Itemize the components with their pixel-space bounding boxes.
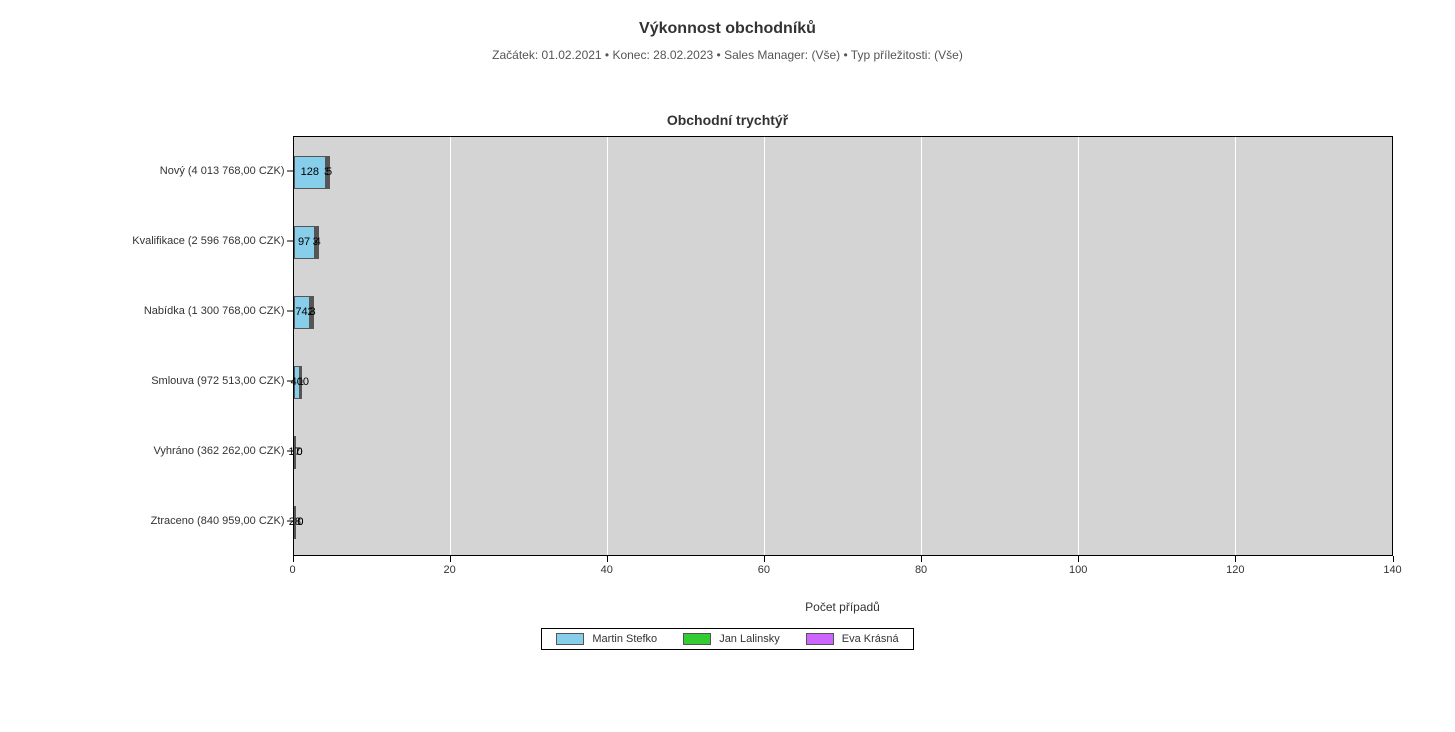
x-tick <box>921 556 922 562</box>
gridline <box>450 137 451 555</box>
gridline <box>921 137 922 555</box>
page-title: Výkonnost obchodníků <box>30 20 1425 38</box>
y-axis: Nový (4 013 768,00 CZK) Kvalifikace (2 59… <box>63 136 293 556</box>
bar-segment-eva: 4 <box>317 226 319 259</box>
x-tick <box>1235 556 1236 562</box>
x-tick-label: 60 <box>758 564 770 576</box>
page-subtitle: Začátek: 01.02.2021 • Konec: 28.02.2023 … <box>30 48 1425 62</box>
x-tick-label: 80 <box>915 564 927 576</box>
x-tick-label: 0 <box>289 564 295 576</box>
x-tick <box>607 556 608 562</box>
y-axis-label: Smlouva (972 513,00 CZK) <box>151 375 284 387</box>
legend-item-eva: Eva Krásná <box>806 633 899 645</box>
y-axis-label: Kvalifikace (2 596 768,00 CZK) <box>132 235 284 247</box>
gridline <box>1235 137 1236 555</box>
y-axis-label: Nový (4 013 768,00 CZK) <box>160 165 285 177</box>
bar-value-label: 128 <box>301 166 319 178</box>
legend-swatch <box>683 633 711 645</box>
bar-value-label: 74 <box>295 306 307 318</box>
chart-title: Obchodní trychtýř <box>63 112 1393 128</box>
x-axis: 020406080100120140 <box>293 556 1393 596</box>
bar-segment-martin: 17 <box>294 436 296 469</box>
bar-value-label: 5 <box>326 166 332 178</box>
legend-item-martin: Martin Stefko <box>556 633 657 645</box>
bar-value-label: 3 <box>310 306 316 318</box>
bar-segment-eva: 3 <box>312 296 314 329</box>
chart-legend: Martin Stefko Jan Lalinsky Eva Krásná <box>541 628 913 650</box>
x-tick <box>293 556 294 562</box>
bar-row: 1700 <box>294 436 308 469</box>
gridline <box>607 137 608 555</box>
x-tick-label: 100 <box>1069 564 1087 576</box>
x-tick <box>764 556 765 562</box>
bar-segment-jan: 1 <box>300 366 302 399</box>
bar-row: 7423 <box>294 296 325 329</box>
legend-swatch <box>806 633 834 645</box>
bar-value-label: 0 <box>297 446 303 458</box>
funnel-chart: Obchodní trychtýř Nový (4 013 768,00 CZK… <box>63 112 1393 650</box>
x-tick-label: 140 <box>1383 564 1401 576</box>
bar-segment-martin: 97 <box>294 226 315 259</box>
x-tick <box>1393 556 1394 562</box>
bar-row: 12835 <box>294 156 331 189</box>
x-tick-label: 120 <box>1226 564 1244 576</box>
legend-label: Eva Krásná <box>842 633 899 645</box>
bar-value-label: 4 <box>315 236 321 248</box>
bar-segment-eva: 5 <box>328 156 330 189</box>
bar-segment-martin: 28 <box>294 506 297 539</box>
legend-label: Martin Stefko <box>592 633 657 645</box>
x-tick <box>450 556 451 562</box>
gridline <box>764 137 765 555</box>
x-tick-label: 20 <box>444 564 456 576</box>
y-axis-label: Vyhráno (362 262,00 CZK) <box>153 445 284 457</box>
y-axis-label: Ztraceno (840 959,00 CZK) <box>151 515 285 527</box>
bar-row: 2800 <box>294 506 308 539</box>
bar-row: 4010 <box>294 366 316 399</box>
bar-segment-martin: 128 <box>294 156 327 189</box>
x-tick-label: 40 <box>601 564 613 576</box>
x-axis-title: Počet případů <box>293 600 1393 614</box>
legend-swatch <box>556 633 584 645</box>
legend-item-jan: Jan Lalinsky <box>683 633 780 645</box>
bar-value-label: 0 <box>297 516 303 528</box>
bar-value-label: 0 <box>303 376 309 388</box>
x-tick <box>1078 556 1079 562</box>
bar-value-label: 97 <box>298 236 310 248</box>
y-axis-label: Nabídka (1 300 768,00 CZK) <box>144 305 285 317</box>
chart-plot-area: 1283597347423401017002800 <box>293 136 1393 556</box>
bar-row: 9734 <box>294 226 325 259</box>
gridline <box>1078 137 1079 555</box>
legend-label: Jan Lalinsky <box>719 633 780 645</box>
